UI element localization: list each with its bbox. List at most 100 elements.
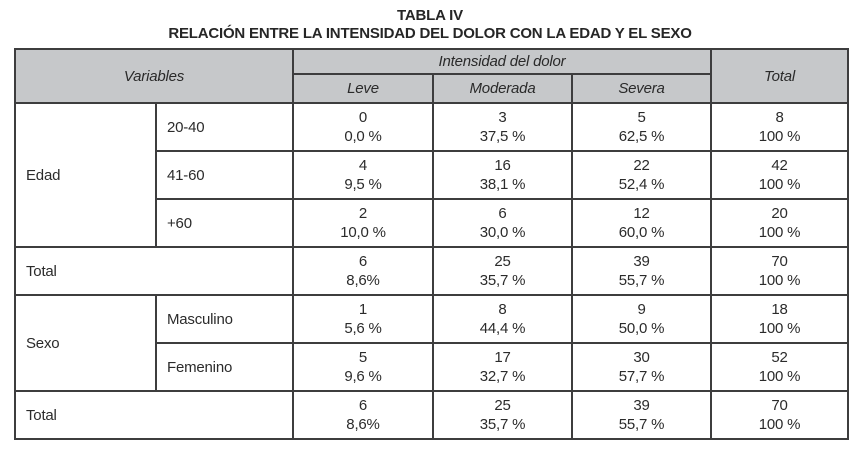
- cell-percent: 100 %: [758, 176, 801, 193]
- cell-severa: 12 60,0 %: [570, 198, 713, 248]
- cell-count: 6: [358, 397, 368, 414]
- cell-severa: 22 52,4 %: [570, 150, 713, 200]
- data-table: Variables Intensidad del dolor Total Lev…: [14, 48, 850, 440]
- cell-count: 9: [637, 301, 646, 318]
- cell-count: 6: [358, 253, 368, 270]
- table-header: Variables Intensidad del dolor Total Lev…: [14, 48, 850, 104]
- table-row-edad-41-60: 41-60 4 9,5 % 16 38,1 % 22 52,4 % 42 100 %: [15, 150, 850, 200]
- row-label-edad: Edad: [14, 102, 157, 248]
- cell-count: 0: [358, 109, 368, 126]
- cell-moderada: 25 35,7 %: [432, 246, 573, 296]
- cell-count: 18: [771, 301, 788, 318]
- cell-percent: 37,5 %: [479, 128, 526, 145]
- cell-leve: 6 8,6%: [292, 390, 434, 440]
- cell-count: 30: [633, 349, 650, 366]
- cell-count: 20: [771, 205, 788, 222]
- cell-count: 2: [358, 205, 368, 222]
- cell-severa: 5 62,5 %: [570, 102, 713, 152]
- header-total: Total: [710, 48, 850, 104]
- cell-percent: 32,7 %: [479, 368, 526, 385]
- cell-percent: 8,6%: [346, 416, 380, 433]
- cell-percent: 100 %: [758, 368, 801, 385]
- cell-percent: 38,1 %: [479, 176, 526, 193]
- table-row-total-edad: Total 6 8,6% 25 35,7 % 39 55,7 % 70 100 %: [14, 246, 850, 296]
- cell-count: 39: [633, 397, 650, 414]
- cell-percent: 52,4 %: [618, 176, 665, 193]
- cell-count: 1: [358, 301, 368, 318]
- row-label-total: Total: [14, 246, 294, 296]
- cell-percent: 35,7 %: [479, 416, 526, 433]
- header-variables: Variables: [14, 48, 294, 104]
- cell-count: 12: [633, 205, 650, 222]
- sub-label: Masculino: [155, 294, 294, 344]
- cell-count: 8: [775, 109, 784, 126]
- cell-percent: 55,7 %: [618, 272, 665, 289]
- figure-caption: TABLA IV RELACIÓN ENTRE LA INTENSIDAD DE…: [0, 0, 860, 43]
- sub-label: +60: [155, 198, 294, 248]
- cell-leve: 1 5,6 %: [292, 294, 434, 344]
- header-intensidad: Intensidad del dolor: [291, 48, 713, 75]
- cell-percent: 62,5 %: [618, 128, 665, 145]
- cell-count: 5: [637, 109, 646, 126]
- cell-percent: 57,7 %: [618, 368, 665, 385]
- cell-count: 6: [498, 205, 507, 222]
- cell-percent: 100 %: [758, 128, 801, 145]
- header-severa: Severa: [570, 73, 713, 104]
- cell-count: 70: [771, 253, 788, 270]
- cell-total: 42 100 %: [710, 150, 850, 200]
- cell-count: 16: [494, 157, 511, 174]
- cell-severa: 9 50,0 %: [570, 294, 713, 344]
- table-row-edad-60plus: +60 2 10,0 % 6 30,0 % 12 60,0 % 20 100 %: [15, 198, 850, 248]
- cell-count: 17: [494, 349, 511, 366]
- sub-label: Femenino: [155, 342, 294, 392]
- cell-moderada: 17 32,7 %: [432, 342, 573, 392]
- cell-moderada: 6 30,0 %: [432, 198, 573, 248]
- cell-percent: 100 %: [758, 272, 801, 289]
- table-row-sexo-femenino: Femenino 5 9,6 % 17 32,7 % 30 57,7 % 52 100 …: [15, 342, 850, 392]
- cell-percent: 0,0 %: [344, 128, 382, 145]
- row-label-sexo: Sexo: [14, 294, 157, 392]
- cell-percent: 9,6 %: [344, 368, 382, 385]
- cell-count: 25: [494, 397, 511, 414]
- cell-percent: 9,5 %: [344, 176, 382, 193]
- table-row-total-sexo: Total 6 8,6% 25 35,7 % 39 55,7 % 70 100 %: [14, 390, 850, 440]
- sub-label: 20-40: [155, 102, 294, 152]
- cell-count: 8: [498, 301, 507, 318]
- cell-total: 52 100 %: [710, 342, 850, 392]
- table-body: Edad 20-40 0 0,0 % 3 37,5 % 5 62,5 % 8 100 %…: [14, 102, 850, 440]
- cell-total: 70 100 %: [710, 246, 850, 296]
- header-leve: Leve: [292, 73, 434, 104]
- cell-percent: 5,6 %: [344, 320, 382, 337]
- cell-percent: 10,0 %: [340, 224, 386, 241]
- cell-count: 3: [498, 109, 507, 126]
- cell-percent: 100 %: [758, 320, 801, 337]
- cell-count: 5: [358, 349, 368, 366]
- cell-leve: 4 9,5 %: [292, 150, 434, 200]
- cell-leve: 2 10,0 %: [292, 198, 434, 248]
- cell-severa: 39 55,7 %: [570, 390, 713, 440]
- cell-leve: 0 0,0 %: [292, 102, 434, 152]
- header-row-2: Leve Moderada Severa: [15, 73, 848, 104]
- cell-percent: 60,0 %: [618, 224, 665, 241]
- table-row-edad-20-40: Edad 20-40 0 0,0 % 3 37,5 % 5 62,5 % 8 100 %: [14, 102, 850, 248]
- cell-percent: 35,7 %: [479, 272, 526, 289]
- cell-moderada: 3 37,5 %: [432, 102, 573, 152]
- header-moderada: Moderada: [432, 73, 573, 104]
- cell-count: 4: [358, 157, 368, 174]
- cell-moderada: 8 44,4 %: [432, 294, 573, 344]
- sub-label: 41-60: [155, 150, 294, 200]
- cell-count: 22: [633, 157, 650, 174]
- cell-severa: 39 55,7 %: [570, 246, 713, 296]
- cell-total: 8 100 %: [710, 102, 850, 152]
- cell-leve: 6 8,6%: [292, 246, 434, 296]
- cell-count: 42: [771, 157, 788, 174]
- cell-total: 18 100 %: [710, 294, 850, 344]
- cell-percent: 8,6%: [346, 272, 380, 289]
- cell-percent: 50,0 %: [618, 320, 665, 337]
- cell-count: 25: [494, 253, 511, 270]
- cell-count: 52: [771, 349, 788, 366]
- cell-total: 70 100 %: [710, 390, 850, 440]
- table-number: TABLA IV: [397, 7, 463, 24]
- cell-total: 20 100 %: [710, 198, 850, 248]
- cell-severa: 30 57,7 %: [570, 342, 713, 392]
